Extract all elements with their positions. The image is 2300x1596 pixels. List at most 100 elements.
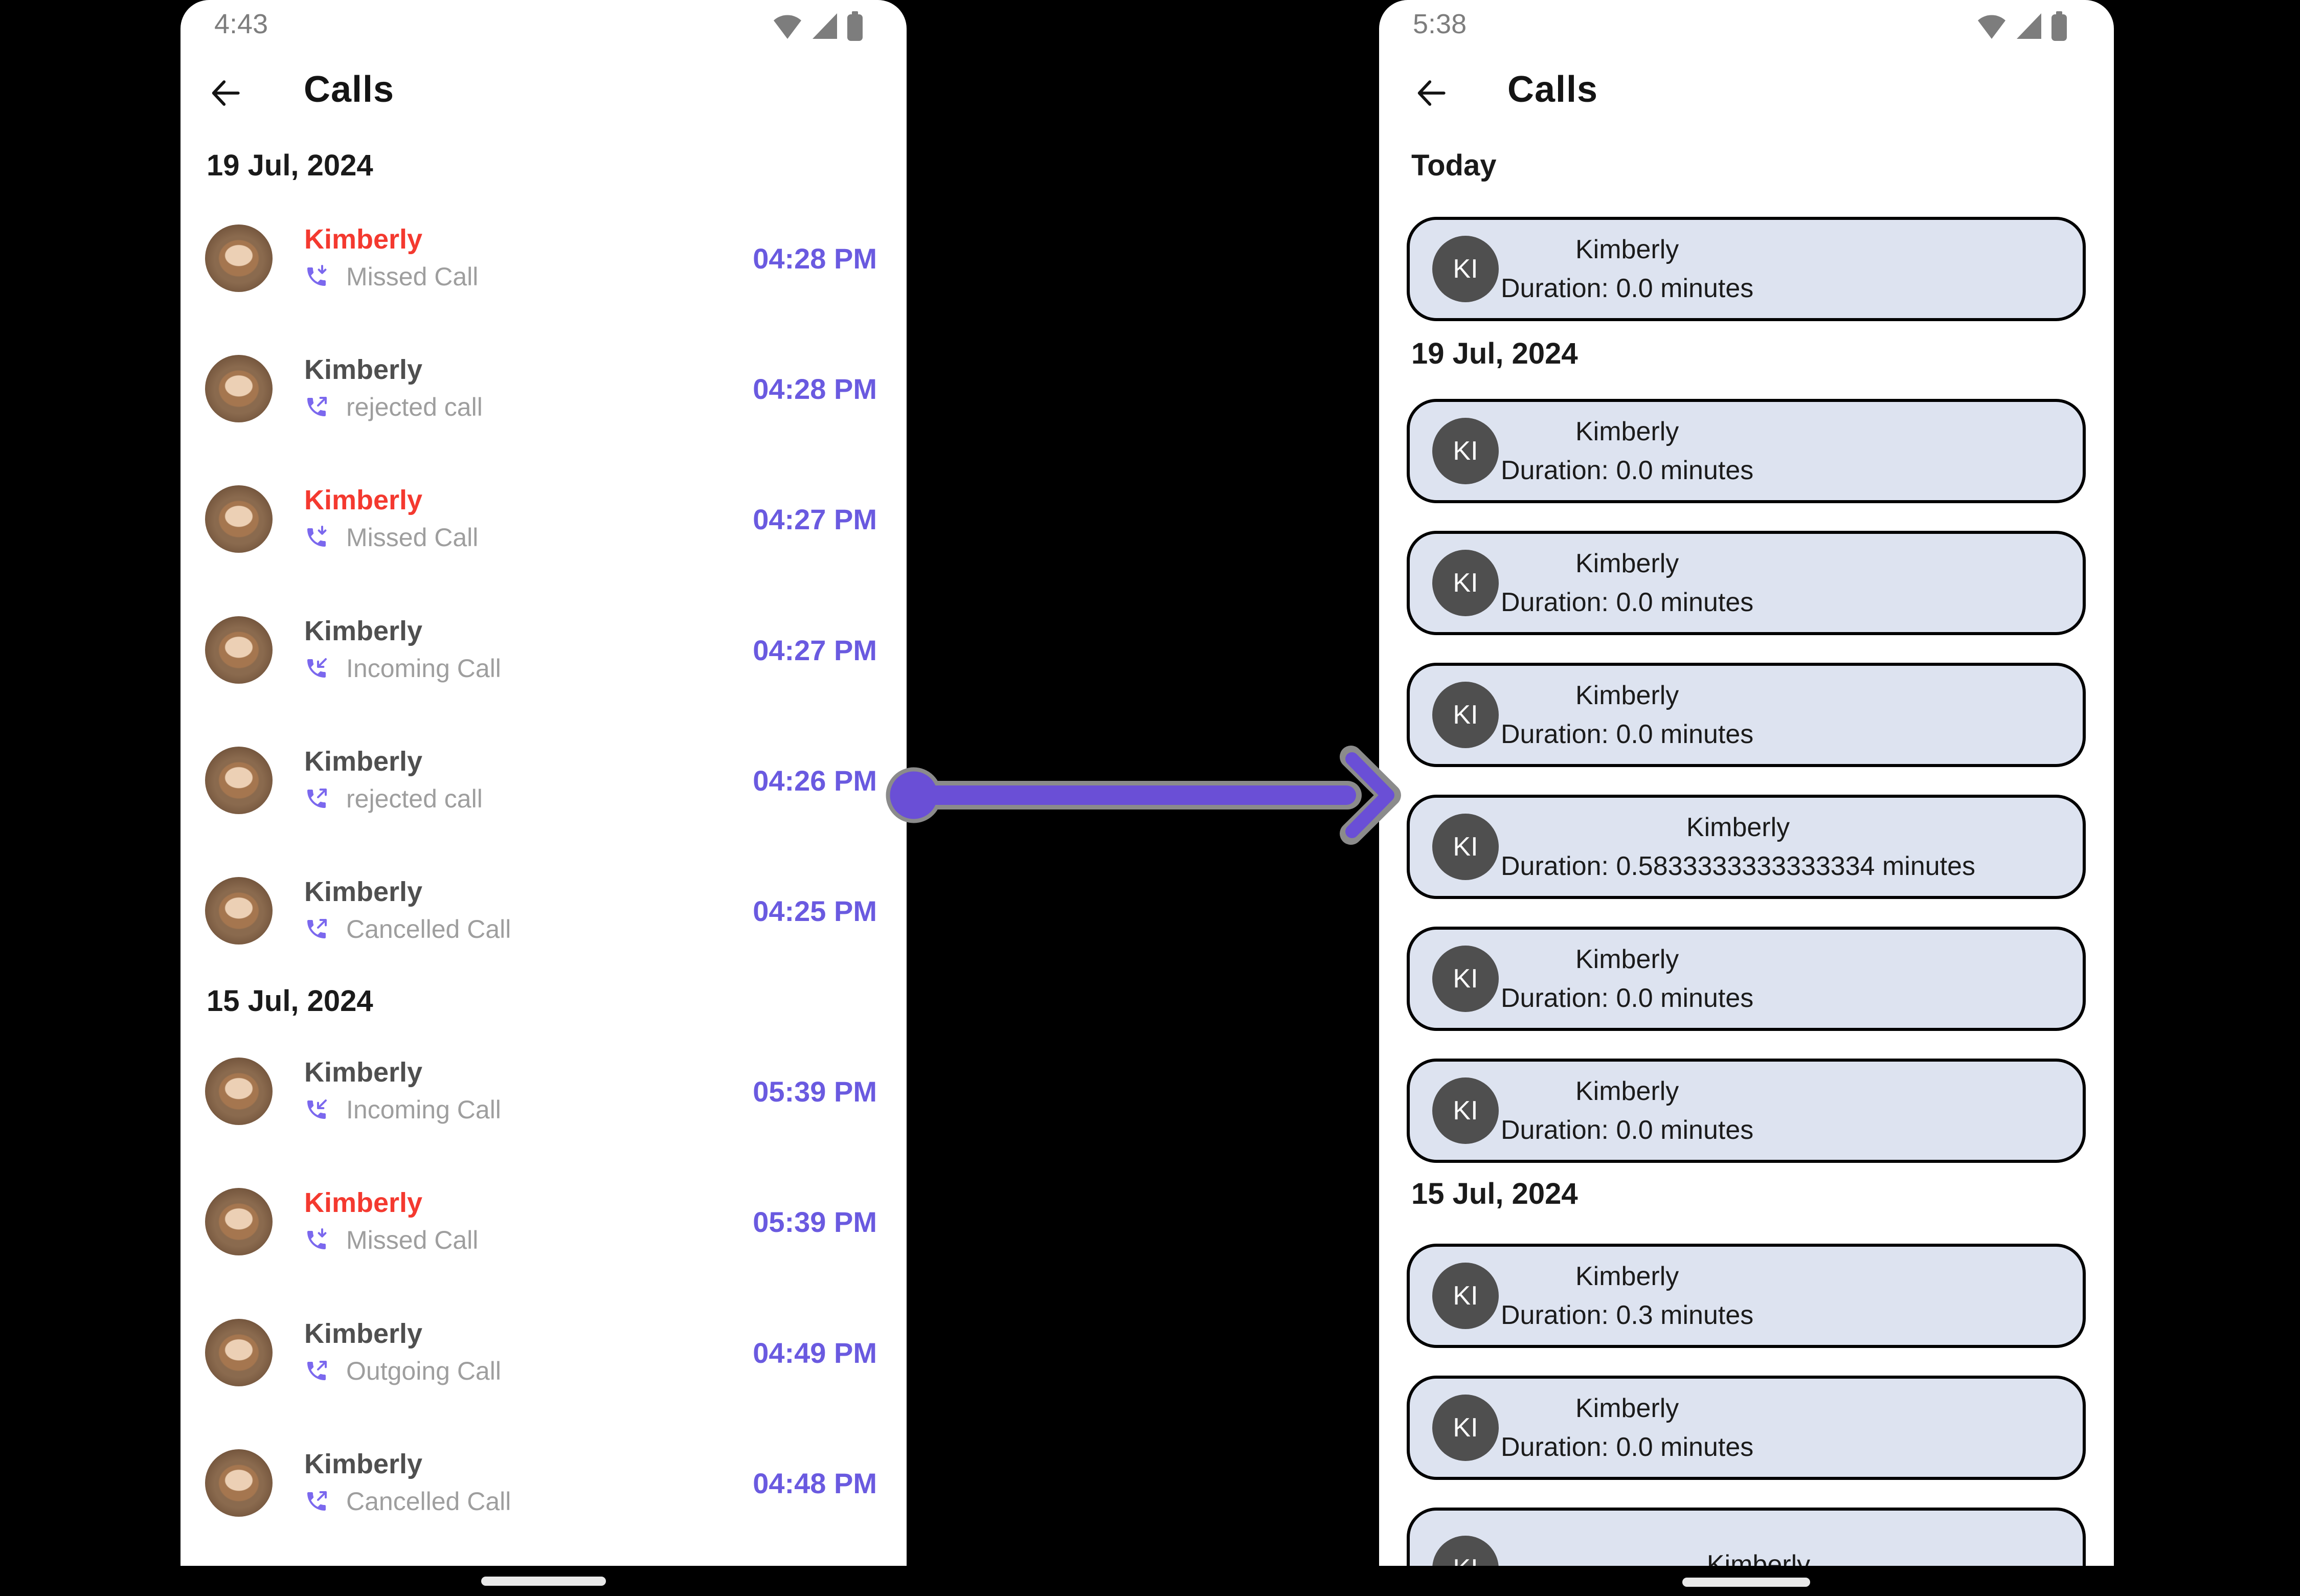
call-type-label: Outgoing Call <box>346 1357 501 1386</box>
right-phone-screen: 5:38 Calls Today KI Kimberly Duration: 0… <box>1379 0 2114 1566</box>
contact-avatar-photo <box>205 747 273 814</box>
call-duration: Duration: 0.0 minutes <box>1501 983 1754 1013</box>
call-card[interactable]: KI Kimberly Duration: 0.5833333333333334… <box>1407 795 2086 899</box>
signal-icon <box>811 11 838 40</box>
contact-name: Kimberly <box>1575 681 1679 710</box>
wifi-icon <box>772 11 803 40</box>
call-duration: Duration: 0.5833333333333334 minutes <box>1501 851 1976 881</box>
contact-initials-avatar: KI <box>1432 418 1499 484</box>
left-phone-screen: 4:43 Calls 19 Jul, 2024 Kimberly <box>181 0 907 1566</box>
page-title: Calls <box>1507 69 1598 110</box>
contact-name: Kimberly <box>1575 235 1679 264</box>
back-arrow-icon[interactable] <box>1412 76 1450 110</box>
contact-avatar-photo <box>205 616 273 684</box>
call-type-label: Missed Call <box>346 262 479 291</box>
contact-name: Kimberly <box>1706 1550 1811 1566</box>
call-card[interactable]: KI Kimberly Duration: 0.0 minutes <box>1407 1059 2086 1163</box>
call-time: 04:48 PM <box>753 1467 877 1499</box>
call-card[interactable]: KI Kimberly Duration: 0.3 minutes <box>1407 1244 2086 1348</box>
missed-call-icon <box>304 264 329 289</box>
home-indicator[interactable] <box>1682 1578 1810 1587</box>
contact-avatar-photo <box>205 224 273 292</box>
contact-name: Kimberly <box>304 1448 423 1479</box>
call-type-label: rejected call <box>346 784 483 814</box>
cancelled-call-icon <box>304 1489 329 1514</box>
call-type-label: Cancelled Call <box>346 1487 511 1516</box>
section-date-header: 19 Jul, 2024 <box>207 149 373 182</box>
call-card[interactable]: KI Kimberly Duration: 0.0 minutes <box>1407 1376 2086 1480</box>
call-time: 04:25 PM <box>753 894 877 927</box>
contact-avatar-photo <box>205 1449 273 1517</box>
call-card[interactable]: KI Kimberly Duration: 0.0 minutes <box>1407 531 2086 635</box>
section-date-header: 15 Jul, 2024 <box>207 984 373 1018</box>
cancelled-call-icon <box>304 917 329 941</box>
home-indicator[interactable] <box>481 1577 606 1586</box>
section-date-header: Today <box>1411 149 1497 182</box>
call-card[interactable]: KI Kimberly Duration: 0.0 minutes <box>1407 399 2086 503</box>
contact-name: Kimberly <box>1575 945 1679 974</box>
contact-name: Kimberly <box>1575 1076 1679 1106</box>
contact-avatar-photo <box>205 877 273 945</box>
call-log-row[interactable]: Kimberly Missed Call 05:39 PM <box>181 1157 907 1287</box>
call-duration: Duration: 0.0 minutes <box>1501 588 1754 617</box>
call-card[interactable]: KI Kimberly Duration: 0.0 minutes <box>1407 217 2086 321</box>
contact-initials-avatar: KI <box>1432 814 1499 880</box>
call-log-row[interactable]: Kimberly Incoming Call 04:27 PM <box>181 585 907 715</box>
contact-initials-avatar: KI <box>1432 1536 1499 1566</box>
missed-call-icon <box>304 1228 329 1252</box>
call-card[interactable]: KI Kimberly <box>1407 1508 2086 1566</box>
status-bar-clock: 4:43 <box>214 9 268 39</box>
contact-initials-avatar: KI <box>1432 1263 1499 1329</box>
contact-name: Kimberly <box>304 484 423 515</box>
call-duration: Duration: 0.0 minutes <box>1501 1115 1754 1145</box>
battery-icon <box>846 11 864 41</box>
incoming-call-icon <box>304 656 329 681</box>
contact-initials-avatar: KI <box>1432 1077 1499 1144</box>
contact-name: Kimberly <box>304 1056 423 1088</box>
contact-initials-avatar: KI <box>1432 682 1499 748</box>
call-duration: Duration: 0.0 minutes <box>1501 456 1754 485</box>
contact-name: Kimberly <box>304 354 423 385</box>
page-title: Calls <box>304 69 395 110</box>
contact-name: Kimberly <box>304 223 423 255</box>
battery-icon <box>2050 11 2068 41</box>
contact-initials-avatar: KI <box>1432 550 1499 616</box>
call-duration: Duration: 0.0 minutes <box>1501 274 1754 303</box>
call-card[interactable]: KI Kimberly Duration: 0.0 minutes <box>1407 663 2086 767</box>
contact-name: Kimberly <box>304 1187 423 1218</box>
call-duration: Duration: 0.3 minutes <box>1501 1300 1754 1330</box>
rejected-call-icon <box>304 786 329 811</box>
call-log-row[interactable]: Kimberly Missed Call 04:28 PM <box>181 193 907 323</box>
call-log-row[interactable]: Kimberly Outgoing Call 04:49 PM <box>181 1288 907 1418</box>
contact-avatar-photo <box>205 1188 273 1255</box>
call-time: 04:49 PM <box>753 1336 877 1369</box>
call-type-label: rejected call <box>346 393 483 422</box>
call-log-row[interactable]: Kimberly Incoming Call 05:39 PM <box>181 1026 907 1156</box>
contact-avatar-photo <box>205 485 273 553</box>
call-log-row[interactable]: Kimberly Missed Call 04:27 PM <box>181 454 907 584</box>
back-arrow-icon[interactable] <box>207 76 244 110</box>
call-type-label: Incoming Call <box>346 1095 501 1125</box>
contact-name: Kimberly <box>1686 813 1790 842</box>
call-log-row[interactable]: Kimberly rejected call 04:26 PM <box>181 715 907 845</box>
contact-avatar-photo <box>205 355 273 422</box>
contact-name: Kimberly <box>304 876 423 907</box>
contact-initials-avatar: KI <box>1432 1395 1499 1461</box>
wifi-icon <box>1976 11 2008 40</box>
call-log-row[interactable]: Kimberly Cancelled Call 04:25 PM <box>181 846 907 976</box>
call-type-label: Missed Call <box>346 523 479 552</box>
call-time: 04:28 PM <box>753 242 877 275</box>
contact-avatar-photo <box>205 1319 273 1386</box>
status-bar-clock: 5:38 <box>1413 9 1467 39</box>
call-log-row[interactable]: Kimberly Cancelled Call 04:48 PM <box>181 1418 907 1548</box>
call-log-row[interactable]: Kimberly rejected call 04:28 PM <box>181 324 907 454</box>
contact-initials-avatar: KI <box>1432 946 1499 1012</box>
call-duration: Duration: 0.0 minutes <box>1501 1432 1754 1462</box>
section-date-header: 19 Jul, 2024 <box>1411 337 1578 370</box>
call-time: 05:39 PM <box>753 1205 877 1238</box>
contact-name: Kimberly <box>304 615 423 646</box>
contact-name: Kimberly <box>1575 417 1679 446</box>
contact-name: Kimberly <box>304 746 423 777</box>
call-card[interactable]: KI Kimberly Duration: 0.0 minutes <box>1407 927 2086 1031</box>
